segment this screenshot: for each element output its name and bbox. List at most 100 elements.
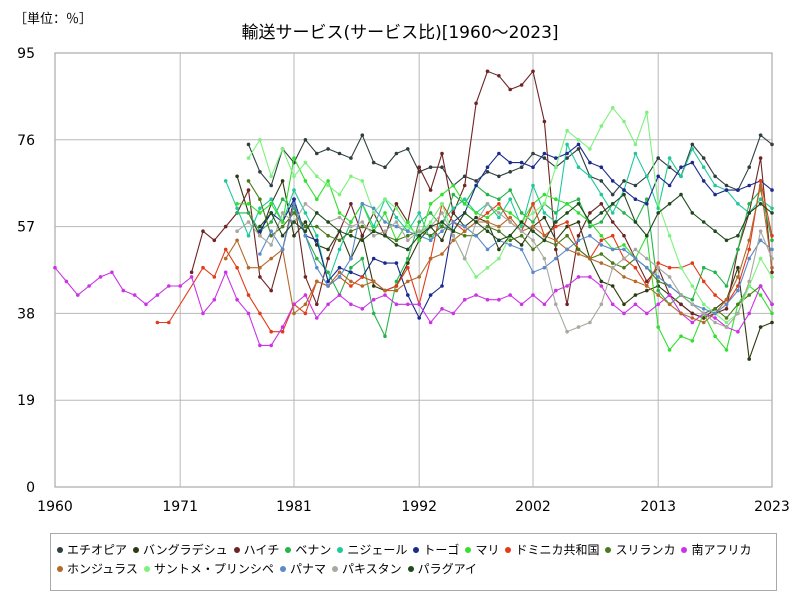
data-point [508,188,512,192]
data-point [656,288,660,293]
data-point [701,316,706,320]
data-point [758,325,763,329]
data-point [383,165,387,169]
data-point [485,170,490,174]
data-point [633,220,638,224]
data-point [758,183,763,188]
data-point [246,265,251,270]
legend-label: ベナン [295,543,332,557]
data-point [576,220,581,224]
data-point [656,325,660,329]
data-point [645,197,649,201]
data-point [736,288,740,293]
data-point [280,197,285,201]
data-point [679,293,683,297]
series-line-9 [54,267,773,346]
data-point [360,275,365,279]
data-point [622,188,626,192]
data-point [462,233,467,238]
data-point [440,220,444,224]
data-point [542,192,547,197]
data-point [337,265,342,270]
data-point [667,202,672,206]
data-point [440,252,444,256]
data-point [394,215,399,220]
data-point [554,238,558,243]
data-point [531,183,535,188]
data-point [519,165,524,169]
data-point [417,302,422,307]
legend-marker [465,546,472,553]
data-point [701,220,706,224]
data-point [645,174,649,179]
legend-label: トーゴ [423,543,460,557]
data-point [497,224,501,229]
data-point [531,165,535,169]
data-point [269,229,274,233]
data-point [633,256,638,261]
data-point [428,224,433,229]
legend-label: マリ [475,543,500,557]
data-point [235,229,239,233]
data-point [667,156,672,160]
data-point [713,174,717,179]
data-point [462,256,467,261]
data-point [337,229,342,233]
data-point [144,302,148,307]
data-point [747,311,751,316]
data-point [246,311,251,316]
data-point [610,211,615,215]
data-point [701,302,706,307]
data-point [292,220,296,224]
x-tick-label: 2023 [754,499,790,515]
data-point [258,229,262,233]
data-point [246,188,251,192]
data-point [280,329,285,334]
data-point [747,279,751,284]
data-point [406,247,410,252]
data-point [554,220,558,224]
data-point [770,311,774,316]
data-point [576,247,581,252]
data-point [440,151,444,156]
data-point [212,238,217,243]
data-point [724,238,729,243]
data-point [223,247,228,252]
data-point [406,224,410,229]
data-point [258,265,262,270]
data-point [667,348,672,352]
data-point [622,243,626,247]
data-point [497,74,501,78]
data-point [690,316,695,320]
data-point [337,247,342,252]
data-point [258,233,262,238]
data-point [565,284,569,288]
data-point [622,211,626,215]
data-point [576,165,581,169]
data-point [110,270,114,275]
data-point [690,339,695,343]
data-point [235,297,239,302]
data-point [292,211,296,215]
data-point [326,279,330,284]
data-point [690,320,695,325]
data-point [519,243,524,247]
data-point [633,183,638,188]
legend-item-11: サントメ・プリンシペ [143,559,274,578]
data-point [269,211,274,215]
data-point [770,142,774,147]
data-point [292,202,296,206]
data-point [645,284,649,288]
data-point [656,174,660,179]
data-point [747,357,751,361]
legend-marker [505,546,512,553]
data-point [656,265,660,270]
data-point [724,302,729,307]
data-point [542,256,547,261]
data-point [246,220,251,224]
data-point [770,275,774,279]
data-point [690,211,695,215]
data-point [349,156,353,160]
data-point [724,325,729,329]
legend-label: パキスタン [341,562,402,576]
